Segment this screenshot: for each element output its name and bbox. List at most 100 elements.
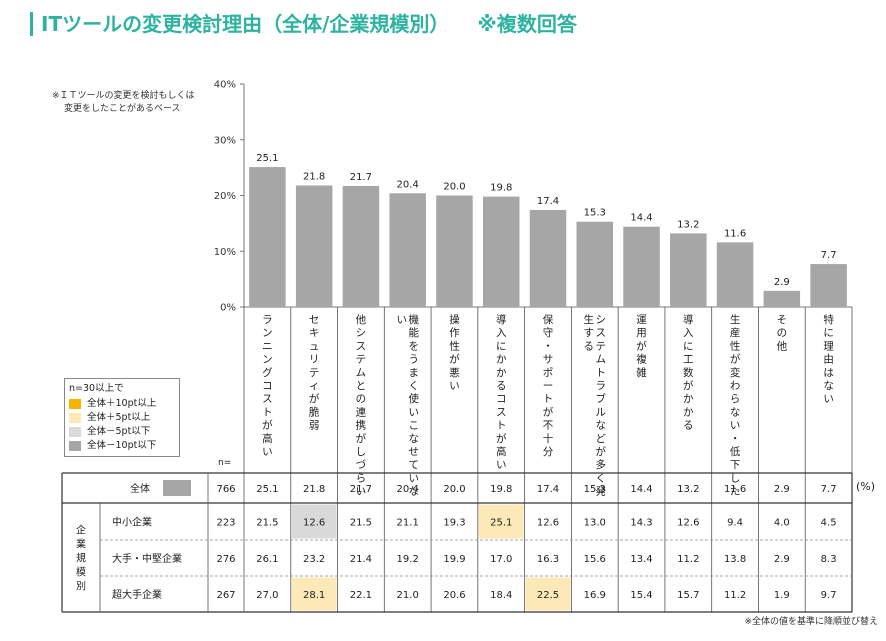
- category-label-char: が: [449, 353, 460, 366]
- data-label: 21.8: [303, 171, 325, 182]
- category-label-char: テ: [596, 340, 607, 352]
- category-label-char: サ: [543, 354, 554, 366]
- category-label-char: な: [823, 380, 834, 392]
- table-cell: 9.7: [821, 590, 837, 601]
- category-label-char: 多: [596, 458, 607, 471]
- data-label: 25.1: [256, 153, 278, 164]
- table-cell: 21.7: [350, 484, 372, 495]
- legend-swatch: [69, 413, 81, 423]
- category-label-char: 能: [408, 326, 419, 339]
- category-label-char: 産: [730, 326, 741, 339]
- category-label-char: 連: [356, 405, 367, 418]
- table-cell: 19.8: [490, 484, 512, 495]
- table-cell: 12.6: [303, 518, 325, 529]
- category-label-char: 導: [683, 313, 694, 326]
- category-label-char: に: [496, 340, 507, 352]
- highlight-cell: [291, 577, 337, 611]
- category-label-char: 高: [262, 432, 273, 445]
- category-label-char: ま: [408, 367, 419, 379]
- category-label: その他: [777, 314, 788, 352]
- bar: [295, 185, 333, 307]
- row-label: 大手・中堅企業: [112, 552, 182, 565]
- category-label-char: 入: [683, 327, 694, 339]
- legend-label: 全体－10pt以下: [87, 440, 157, 451]
- category-label-char: 弱: [309, 420, 320, 432]
- table-cell: 12.6: [677, 518, 699, 529]
- table-cell: 20.0: [443, 484, 465, 495]
- table-cell: 13.2: [677, 484, 699, 495]
- data-label: 13.2: [677, 219, 699, 230]
- bar: [763, 290, 801, 307]
- legend-item: 全体－5pt以下: [69, 425, 175, 439]
- category-label-char: 生: [730, 313, 741, 326]
- table-cell: 20.6: [443, 590, 465, 601]
- highlight-cell: [525, 577, 571, 611]
- category-label-char: の: [356, 393, 367, 405]
- category-label-char: る: [584, 340, 595, 352]
- category-label-char: ス: [496, 406, 507, 418]
- bar: [249, 167, 286, 307]
- legend-label: 全体＋10pt以上: [87, 398, 157, 409]
- table-cell: 13.4: [630, 554, 652, 565]
- table-cell: 11.2: [724, 590, 746, 601]
- category-label-char: い: [356, 486, 367, 498]
- category-label-char: 由: [823, 353, 834, 366]
- category-label-char: い: [262, 446, 273, 458]
- row-n: 223: [216, 518, 235, 529]
- category-label-char: な: [408, 486, 419, 498]
- legend-title: n=30以上で: [69, 383, 124, 394]
- data-label: 20.0: [443, 182, 465, 193]
- category-label-char: ン: [262, 327, 273, 339]
- n-label: n=: [218, 458, 232, 468]
- category-label-char: 高: [496, 445, 507, 458]
- group-label-char: 規: [76, 553, 86, 565]
- table-cell: 18.4: [490, 590, 512, 601]
- bar: [670, 233, 707, 307]
- table-cell: 4.5: [821, 518, 837, 529]
- category-label-char: か: [683, 406, 694, 418]
- category-label-char: 作: [449, 327, 460, 339]
- category-label-char: 機: [408, 313, 419, 326]
- table-cell: 19.2: [397, 554, 419, 565]
- category-label-char: に: [683, 340, 694, 352]
- category-label-char: し: [730, 472, 741, 484]
- category-label-char: ム: [596, 354, 607, 366]
- category-label-char: は: [823, 367, 834, 379]
- table-cell: 14.4: [630, 484, 652, 495]
- category-label-char: な: [408, 433, 419, 445]
- bar: [389, 193, 426, 307]
- category-label-char: に: [823, 327, 834, 339]
- table-cell: 27.0: [256, 590, 278, 601]
- category-label-char: い: [730, 420, 741, 432]
- table-cell: 7.7: [821, 484, 837, 495]
- y-tick-label: 20%: [214, 191, 236, 202]
- category-label-char: 雑: [636, 366, 647, 379]
- category-label-char: ム: [356, 367, 367, 379]
- category-label-char: 操: [449, 313, 460, 326]
- category-label-char: し: [356, 446, 367, 458]
- category-label-char: く: [596, 472, 607, 484]
- title-suffix: ※複数回答: [477, 12, 577, 36]
- data-label: 21.7: [350, 172, 372, 183]
- table-cell: 23.2: [303, 554, 325, 565]
- category-label-char: て: [408, 459, 419, 471]
- category-label-char: 十: [543, 432, 554, 445]
- bar: [623, 226, 660, 307]
- category-label-char: か: [496, 354, 507, 366]
- category-label-char: ト: [596, 367, 607, 379]
- legend-item: 全体＋10pt以上: [69, 397, 175, 411]
- table-cell: 4.0: [774, 518, 790, 529]
- table-cell: 22.1: [350, 590, 372, 601]
- category-label-char: の: [777, 327, 788, 339]
- category-label-char: ブ: [596, 392, 607, 405]
- category-label-char: ニ: [262, 340, 273, 352]
- table-cell: 17.0: [490, 554, 512, 565]
- category-label-char: 特: [823, 314, 834, 326]
- category-label-char: な: [730, 406, 741, 418]
- table-cell: 11.2: [677, 554, 699, 565]
- table-cell: 21.8: [303, 484, 325, 495]
- bar: [716, 242, 754, 307]
